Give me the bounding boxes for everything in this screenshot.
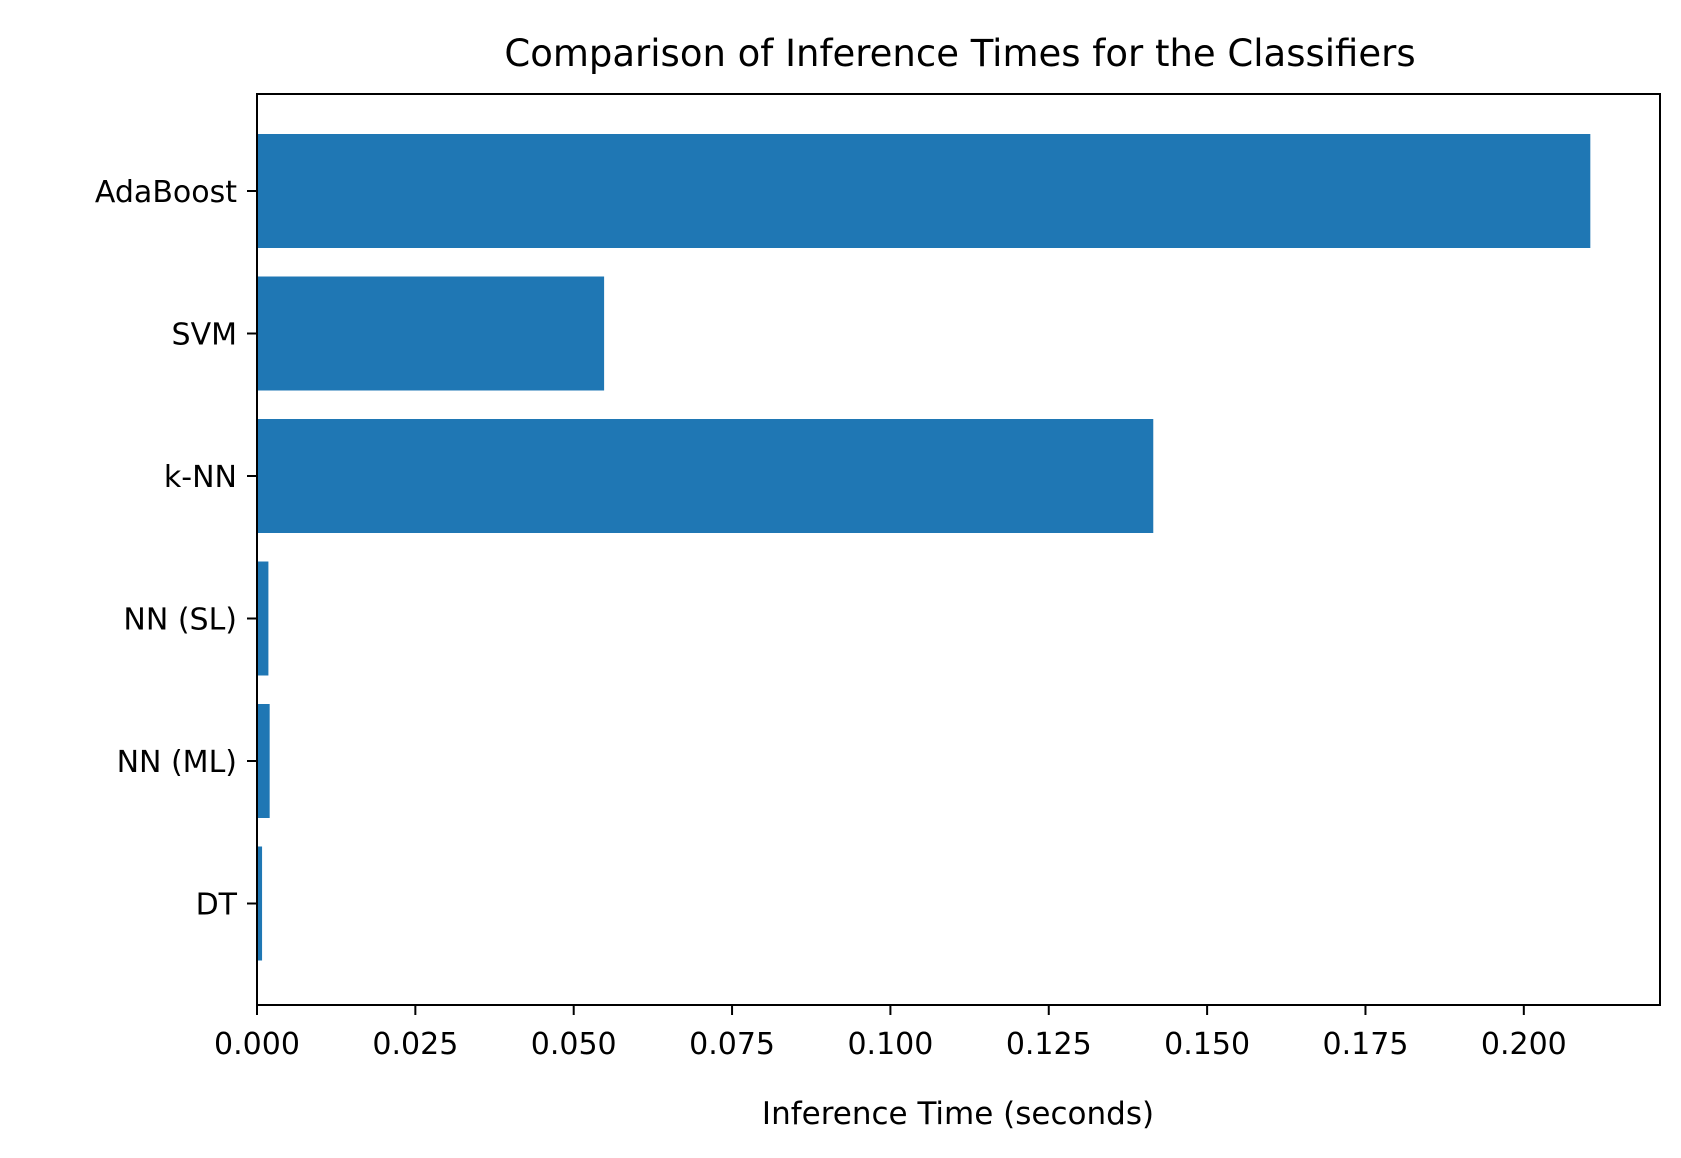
- x-tick-label: 0.050: [531, 1027, 617, 1062]
- x-axis-ticks: 0.000 0.025 0.050 0.075 0.100 0.125 0.150 0.175…: [214, 1005, 1567, 1062]
- bar-nn-ml: [257, 704, 270, 818]
- x-tick-label: 0.125: [1006, 1027, 1092, 1062]
- bar-svm: [257, 276, 605, 391]
- plot-frame: [256, 93, 1661, 1006]
- x-tick-label: 0.075: [689, 1027, 775, 1062]
- bars-group: [257, 134, 1591, 961]
- x-tick-label: 0.200: [1481, 1027, 1567, 1062]
- y-axis-ticks: AdaBoost SVM k-NN NN (SL) NN (ML) DT: [95, 175, 257, 923]
- y-tick-label: SVM: [172, 318, 237, 353]
- x-axis-title: Inference Time (seconds): [762, 1096, 1154, 1132]
- x-tick-label: 0.150: [1164, 1027, 1250, 1062]
- bar-dt: [257, 846, 263, 961]
- y-tick-label: k-NN: [164, 460, 237, 495]
- x-tick-label: 0.025: [372, 1027, 458, 1062]
- bar-adaboost: [257, 134, 1591, 248]
- x-tick-label: 0.175: [1323, 1027, 1409, 1062]
- x-tick-label: 0.100: [847, 1027, 933, 1062]
- chart-title: Comparison of Inference Times for the Cl…: [504, 32, 1415, 75]
- y-tick-label: NN (SL): [123, 603, 237, 638]
- y-tick-label: NN (ML): [117, 745, 237, 780]
- x-tick-label: 0.000: [214, 1027, 300, 1062]
- y-tick-label: DT: [196, 888, 238, 923]
- y-tick-label: AdaBoost: [95, 175, 237, 210]
- bar-nn-sl: [257, 561, 269, 676]
- bar-k-nn: [257, 419, 1154, 533]
